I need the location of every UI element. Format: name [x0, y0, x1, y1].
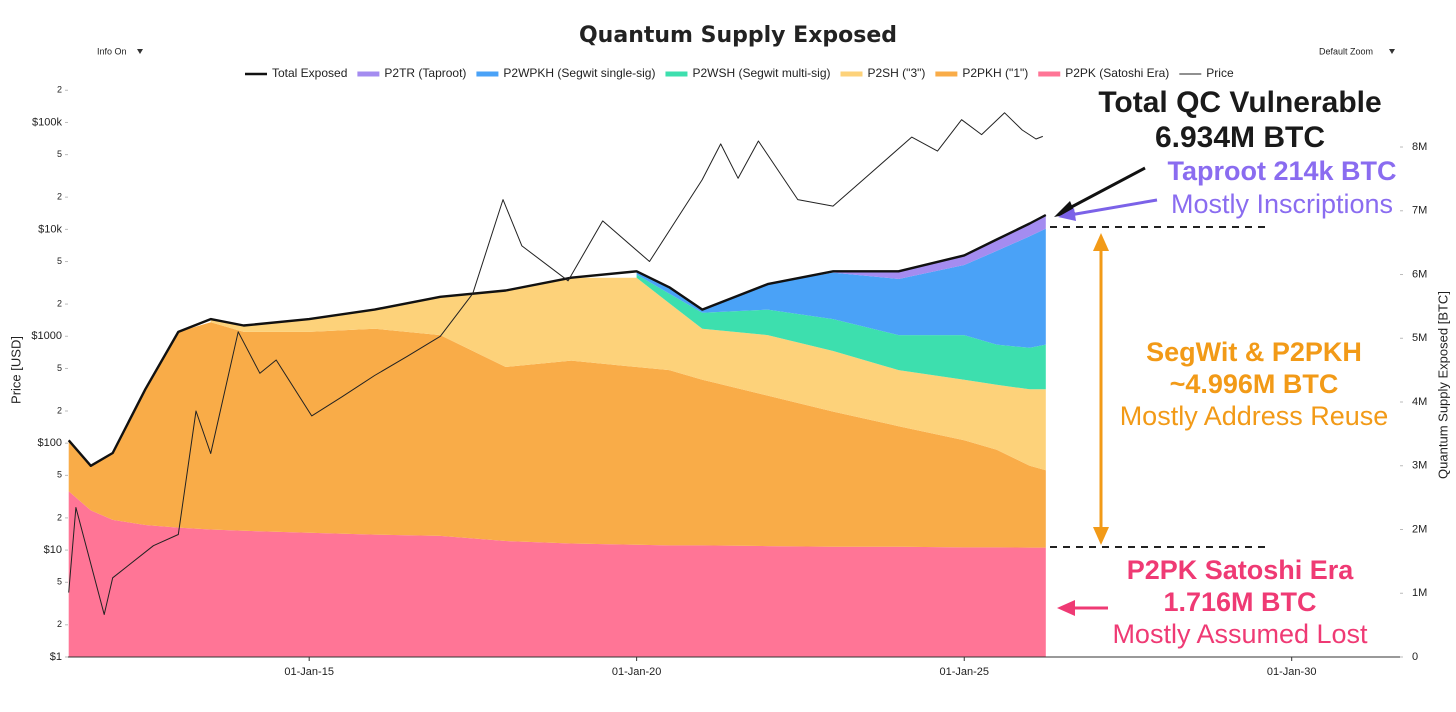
y-axis-title: Price [USD] [8, 336, 23, 404]
y2-tick-label: 3M [1412, 460, 1427, 472]
legend-label: P2WPKH (Segwit single-sig) [503, 66, 655, 80]
y-tick-label: $100 [38, 437, 62, 449]
arrow-line [1061, 166, 1146, 214]
y-tick-label: 5 [57, 363, 62, 373]
y2-tick-label: 7M [1412, 205, 1427, 217]
area [833, 215, 1046, 279]
area [210, 277, 1046, 471]
annotation: Mostly Assumed Lost [1112, 619, 1368, 649]
y-tick-label: $1000 [31, 330, 62, 342]
annotation: Total QC Vulnerable [1098, 86, 1381, 119]
x-tick-label: 01-Jan-25 [939, 666, 989, 678]
y-tick-label: 2 [57, 405, 62, 415]
y-tick-label: $100k [32, 116, 62, 128]
annotation: Mostly Address Reuse [1120, 401, 1389, 431]
x-tick-label: 01-Jan-30 [1267, 666, 1317, 678]
annotation: 6.934M BTC [1155, 121, 1325, 154]
y-tick-label: 5 [57, 577, 62, 587]
y2-axis-title: Quantum Supply Exposed [BTC] [1435, 291, 1450, 479]
legend-label: Price [1206, 66, 1234, 80]
legend-label: Total Exposed [272, 66, 347, 80]
y-tick-label: 2 [57, 619, 62, 629]
x-tick-label: 01-Jan-15 [284, 666, 334, 678]
dropdown-arrow[interactable] [1389, 49, 1395, 54]
legend: Total Exposed P2TR (Taproot) P2WPKH (Segwi… [245, 66, 1234, 80]
annotation-arrows [1050, 166, 1268, 616]
arrow-head [1058, 208, 1076, 221]
y2-tick-label: 6M [1412, 268, 1427, 280]
y-tick-label: 5 [57, 149, 62, 159]
annotation: Mostly Inscriptions [1171, 189, 1393, 219]
annotation: SegWit & P2PKH [1146, 337, 1362, 367]
y-tick-label: 5 [57, 470, 62, 480]
legend-label: P2PKH ("1") [962, 66, 1028, 80]
annotations: Total QC Vulnerable 6.934M BTC Taproot 2… [1098, 86, 1396, 649]
annotation: ~4.996M BTC [1170, 369, 1339, 399]
x-tick-label: 01-Jan-20 [612, 666, 662, 678]
area [68, 322, 1046, 548]
y-tick-label: 2 [57, 192, 62, 202]
y-tick-label: $1 [50, 651, 62, 663]
line [67, 213, 1047, 467]
y-tick-label: 5 [57, 256, 62, 266]
annotation: P2PK Satoshi Era [1127, 555, 1355, 585]
legend-label: P2TR (Taproot) [384, 66, 466, 80]
y2-tick-label: 1M [1412, 587, 1427, 599]
area [68, 491, 1046, 657]
control-label[interactable]: Default Zoom [1319, 46, 1373, 56]
y2-tick-label: 2M [1412, 523, 1427, 535]
y-tick-label: 2 [57, 512, 62, 522]
legend-label: P2SH ("3") [868, 66, 926, 80]
y-tick-label: 2 [57, 85, 62, 95]
legend-label: P2WSH (Segwit multi-sig) [692, 66, 830, 80]
y-tick-label: 2 [57, 298, 62, 308]
control-label[interactable]: Info On [97, 46, 127, 56]
y2-tick-label: 4M [1412, 396, 1427, 408]
zoom-control[interactable]: Default Zoom [1319, 46, 1395, 56]
arrow-head [1093, 233, 1109, 251]
annotation: Taproot 214k BTC [1167, 156, 1396, 186]
info-control[interactable]: Info On [97, 46, 143, 56]
area [636, 228, 1046, 348]
area [636, 274, 1046, 390]
price-line [68, 112, 1043, 615]
annotation: 1.716M BTC [1163, 587, 1316, 617]
y2-tick-label: 5M [1412, 332, 1427, 344]
arrow-head [1057, 600, 1075, 616]
y-tick-label: $10 [44, 544, 62, 556]
y2-tick-label: 0 [1412, 651, 1418, 663]
arrow-line [1069, 198, 1158, 217]
y2-tick-label: 8M [1412, 141, 1427, 153]
plot-area: 01-Jan-15 01-Jan-20 01-Jan-25 01-Jan-30 $1 2 5… [31, 85, 1427, 678]
dropdown-arrow[interactable] [137, 49, 143, 54]
chart-title: Quantum Supply Exposed [579, 23, 897, 48]
legend-label: P2PK (Satoshi Era) [1065, 66, 1169, 80]
y-tick-label: $10k [38, 223, 62, 235]
arrow-head [1093, 527, 1109, 545]
